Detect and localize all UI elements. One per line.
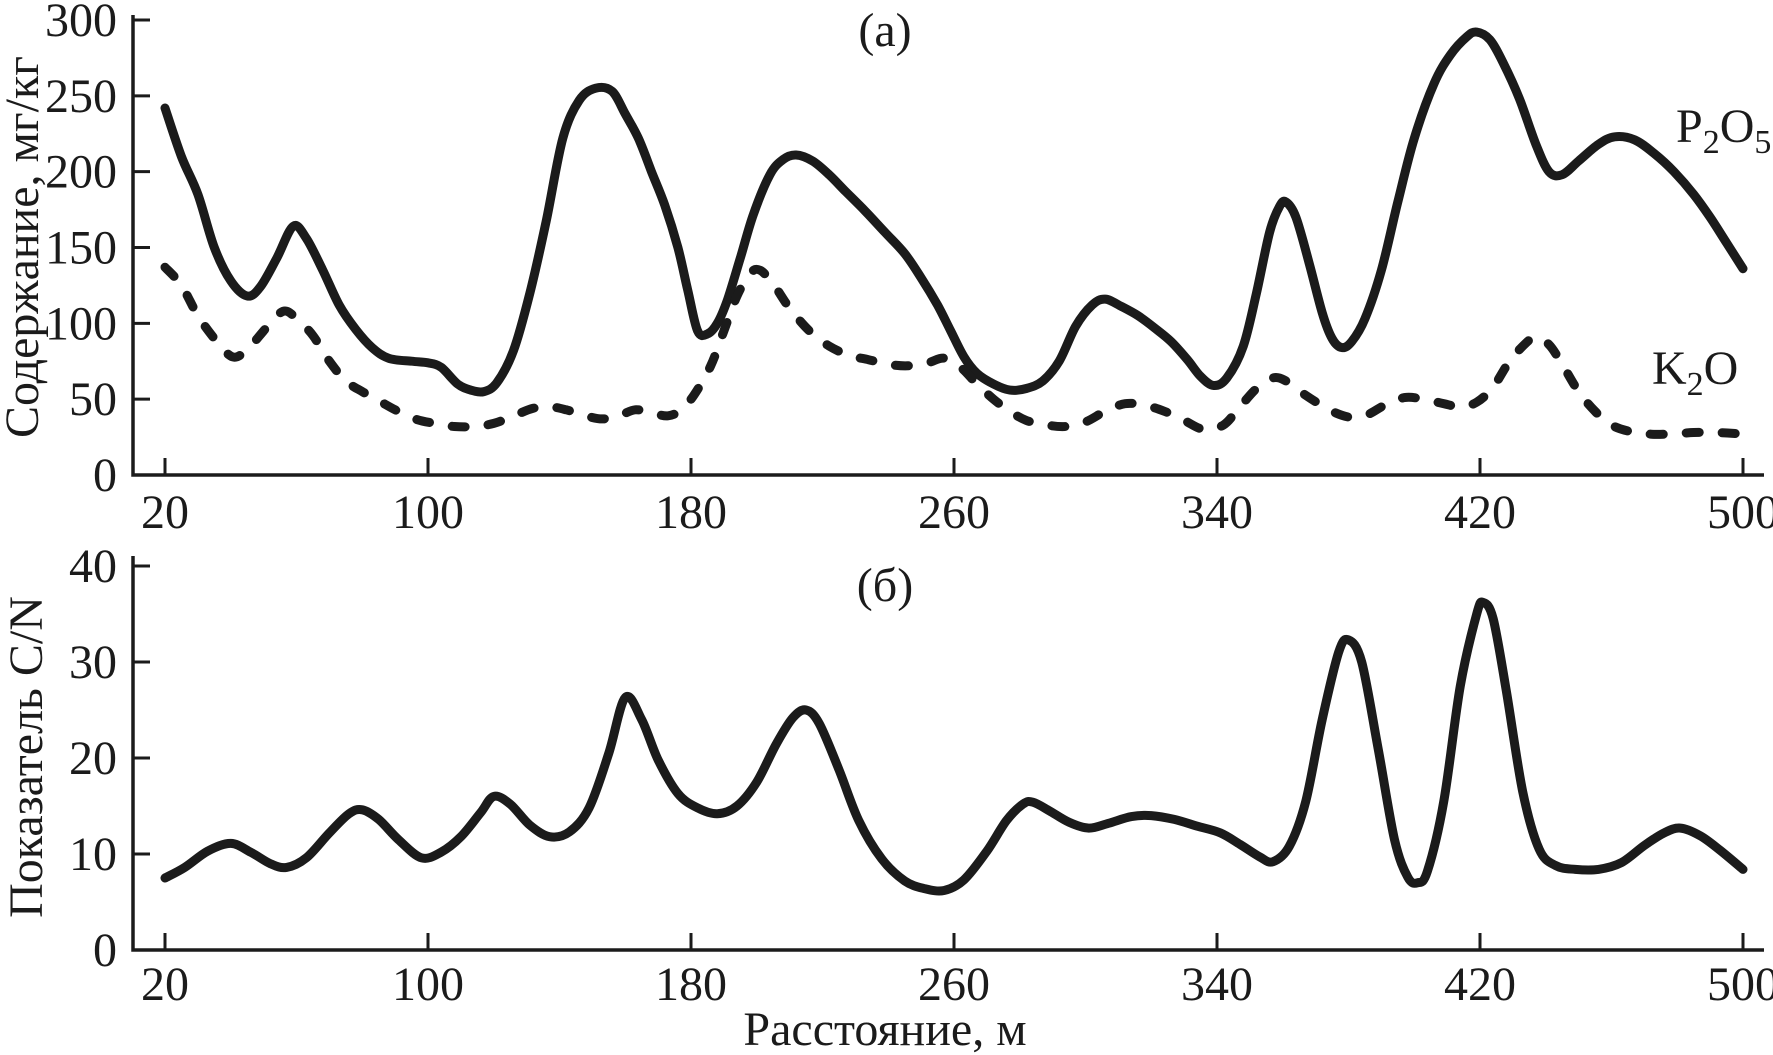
y-tick-label: 40 xyxy=(69,540,117,593)
axis-lines xyxy=(131,556,1764,952)
panel-b: (б) Показатель C/N 0 10 20 30 40 20 100 180 260 3… xyxy=(0,540,1773,1055)
series-label-k2o: K2O xyxy=(1652,342,1738,403)
panel-a-curves xyxy=(160,27,1748,439)
panel-a-axes: 0 50 100 150 200 250 300 20 100 180 260 340 420 500 xyxy=(45,0,1773,539)
y-tick-label: 200 xyxy=(45,146,117,199)
p2o5-curve xyxy=(160,27,1748,397)
panel-a: (а) Содержание, мг/кг 0 50 100 150 200 250 300… xyxy=(0,0,1773,539)
y-tick-label: 0 xyxy=(93,449,117,502)
y-tick-label: 150 xyxy=(45,221,117,274)
x-tick-label: 500 xyxy=(1707,958,1773,1011)
x-tick-label: 20 xyxy=(141,958,189,1011)
x-tick-label: 260 xyxy=(918,486,990,539)
x-tick-label: 420 xyxy=(1444,958,1516,1011)
x-axis-label: Расстояние, м xyxy=(743,1003,1026,1055)
panel-a-y-axis-label: Содержание, мг/кг xyxy=(0,56,49,438)
panel-b-title: (б) xyxy=(857,559,913,612)
panel-a-title: (а) xyxy=(858,4,911,57)
x-tick-label: 180 xyxy=(655,958,727,1011)
x-tick-label: 500 xyxy=(1707,486,1773,539)
panel-b-curves xyxy=(160,597,1748,896)
k2o-curve xyxy=(160,262,1748,439)
x-tick-label: 100 xyxy=(392,958,464,1011)
x-tick-label: 20 xyxy=(141,486,189,539)
y-tick-label: 50 xyxy=(69,373,117,426)
y-tick-label: 250 xyxy=(45,70,117,123)
y-tick-label: 10 xyxy=(69,828,117,881)
x-tick-label: 340 xyxy=(1181,486,1253,539)
axis-lines xyxy=(131,15,1764,477)
panel-b-y-axis-label: Показатель C/N xyxy=(0,596,53,918)
series-label-p2o5: P2O5 xyxy=(1676,100,1771,161)
y-tick-label: 100 xyxy=(45,297,117,350)
x-tick-label: 420 xyxy=(1444,486,1516,539)
cn-curve xyxy=(160,597,1748,896)
x-tick-label: 100 xyxy=(392,486,464,539)
x-tick-label: 340 xyxy=(1181,958,1253,1011)
x-tick-label: 180 xyxy=(655,486,727,539)
x-tick-label: 260 xyxy=(918,958,990,1011)
y-tick-label: 20 xyxy=(69,732,117,785)
panel-a-series-labels: P2O5 K2O xyxy=(1652,100,1771,403)
y-tick-label: 0 xyxy=(93,924,117,977)
panel-b-axes: 0 10 20 30 40 20 100 180 260 340 420 500 xyxy=(69,540,1773,1011)
y-tick-label: 30 xyxy=(69,636,117,689)
y-tick-label: 300 xyxy=(45,0,117,47)
